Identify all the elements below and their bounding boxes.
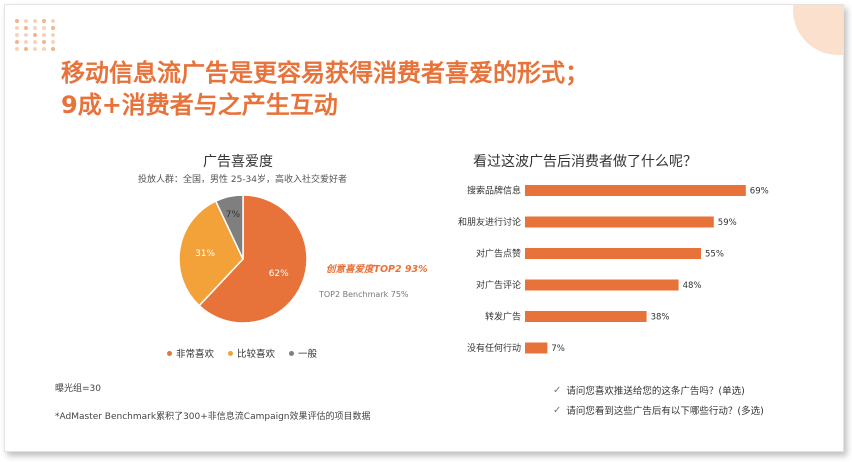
decor-dot <box>33 33 37 37</box>
legend-swatch <box>228 350 234 356</box>
question-1-text: 请问您喜欢推送给您的这条广告吗？(单选) <box>566 386 745 397</box>
decor-dot <box>42 33 46 37</box>
decor-dot <box>24 26 28 30</box>
decor-dot <box>24 40 28 44</box>
bar <box>525 311 647 322</box>
bar <box>525 216 714 228</box>
decor-dot <box>42 40 46 44</box>
pie-slice <box>214 194 244 260</box>
decor-dot <box>51 40 55 44</box>
bar-category-label: 转发广告 <box>485 311 521 323</box>
legend-label: 一般 <box>298 349 318 360</box>
pie-slice-label: 7% <box>226 210 241 220</box>
sample-size-note: 曝光组=30 <box>55 384 101 394</box>
decor-dot <box>15 40 19 44</box>
decor-dot <box>15 33 19 37</box>
question-2: ✓ 请问您看到这些广告后有以下哪些行动？(多选) <box>553 403 764 418</box>
bar <box>525 248 701 259</box>
bar-category-label: 和朋友进行讨论 <box>458 216 521 228</box>
pie-chart: 62% 31% 7% <box>178 194 308 324</box>
slide: 移动信息流广告是更容易获得消费者喜爱的形式； 9成+消费者与之产生互动 广告喜爱… <box>4 4 844 452</box>
bar-category-label: 没有任何行动 <box>467 342 521 354</box>
decor-dot <box>15 26 19 30</box>
decor-dot <box>51 33 55 37</box>
decor-dot <box>33 26 37 30</box>
legend-swatch <box>167 350 172 356</box>
bar-value-label: 7% <box>551 344 565 354</box>
decor-dot <box>24 19 28 23</box>
decor-dot <box>24 47 28 51</box>
decor-dot <box>15 47 19 51</box>
bar <box>525 279 679 291</box>
slide-title-line2: 9成+消费者与之产生互动 <box>61 91 338 119</box>
bar-value-label: 69% <box>750 187 769 197</box>
question-1: ✓ 请问您喜欢推送给您的这条广告吗？(单选) <box>553 383 745 398</box>
bar-category-label: 对广告点赞 <box>476 248 521 260</box>
benchmark-annotation: TOP2 Benchmark 75% <box>319 290 409 299</box>
bar-category-label: 对广告评论 <box>476 279 521 291</box>
pie-chart-subtitle: 投放人群：全国，男性 25-34岁，高收入社交爱好者 <box>138 175 348 185</box>
decor-dot <box>33 40 37 44</box>
decor-dot <box>33 19 37 23</box>
pie-slice <box>178 200 244 307</box>
dot-pattern-decoration <box>15 19 57 51</box>
bar-chart: 搜索品牌信息 69% 和朋友进行讨论 59% 对广告点赞 55% 对广告评论 48% 转发广告 3… <box>458 185 769 355</box>
decor-dot <box>42 26 46 30</box>
bar <box>525 342 548 354</box>
top2-annotation: 创意喜爱度TOP2 93% <box>326 264 428 275</box>
bar-category-label: 搜索品牌信息 <box>467 185 521 197</box>
decor-dot <box>51 47 55 51</box>
slide-title-line1: 移动信息流广告是更容易获得消费者喜爱的形式； <box>61 59 589 87</box>
source-note: *AdMaster Benchmark累积了300+非信息流Campaign效果… <box>55 412 371 422</box>
check-icon: ✓ <box>553 384 562 396</box>
bar-value-label: 59% <box>718 218 737 228</box>
corner-decoration <box>793 5 843 55</box>
slide-title: 移动信息流广告是更容易获得消费者喜爱的形式； 9成+消费者与之产生互动 <box>61 57 589 121</box>
decor-dot <box>33 47 37 51</box>
decor-dot <box>51 19 55 23</box>
legend-item-like: 比较喜欢 <box>228 346 275 360</box>
decor-dot <box>51 26 55 30</box>
bar-value-label: 38% <box>651 313 670 323</box>
pie-slice-label: 31% <box>195 249 215 259</box>
bar-chart-title: 看过这波广告后消费者做了什么呢？ <box>473 154 697 170</box>
legend-label: 比较喜欢 <box>237 349 276 360</box>
bar-value-label: 48% <box>683 281 702 291</box>
decor-dot <box>42 19 46 23</box>
pie-legend: 非常喜欢 比较喜欢 一般 <box>167 346 317 360</box>
legend-label: 非常喜欢 <box>176 349 215 360</box>
decor-dot <box>15 19 19 23</box>
check-icon: ✓ <box>553 404 562 416</box>
pie-slice-label: 62% <box>269 269 289 279</box>
bar-value-label: 55% <box>705 250 724 260</box>
question-2-text: 请问您看到这些广告后有以下哪些行动？(多选) <box>566 406 764 417</box>
legend-swatch <box>289 350 295 356</box>
legend-item-very-like: 非常喜欢 <box>167 346 214 360</box>
pie-slice <box>198 194 308 324</box>
legend-item-neutral: 一般 <box>289 346 317 360</box>
decor-dot <box>24 33 28 37</box>
bar <box>525 185 746 196</box>
pie-chart-title: 广告喜爱度 <box>203 154 273 170</box>
decor-dot <box>42 47 46 51</box>
